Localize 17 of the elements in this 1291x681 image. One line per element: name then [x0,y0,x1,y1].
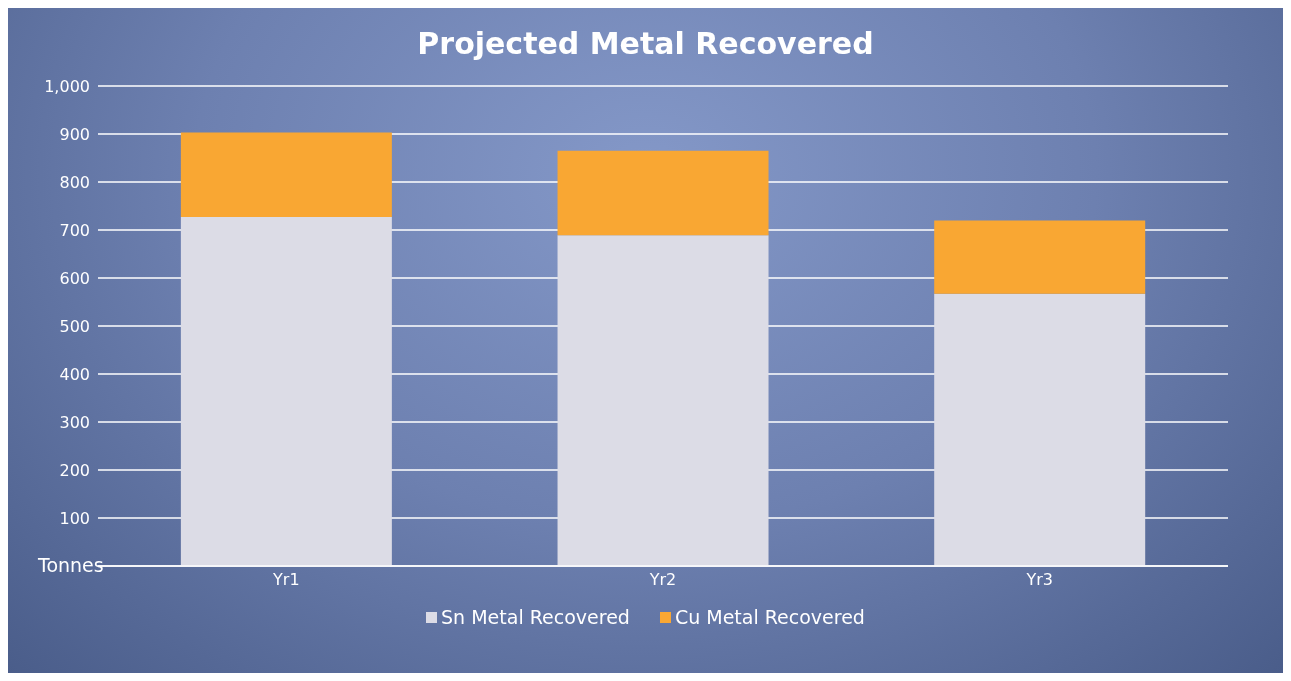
x-tick-label: Yr2 [648,570,677,590]
y-tick-label: 700 [59,220,90,240]
y-tick-label: 400 [59,364,90,384]
y-axis-title: Tonnes [38,554,104,576]
y-tick-label: 600 [59,268,90,288]
legend-label: Cu Metal Recovered [673,606,865,628]
x-tick-label: Yr3 [1025,570,1053,590]
legend-label: Sn Metal Recovered [440,606,630,628]
y-tick-label: 300 [59,412,90,432]
y-tick-label: 900 [59,124,90,144]
y-tick-label: 200 [59,460,90,480]
x-tick-label: Yr1 [272,570,300,590]
chart-title: Projected Metal Recovered [416,25,875,63]
y-tick-label: 800 [59,172,90,192]
y-tick-label: 100 [59,508,90,528]
y-tick-label: 1,000 [44,76,90,96]
y-tick-label: 500 [59,316,90,336]
